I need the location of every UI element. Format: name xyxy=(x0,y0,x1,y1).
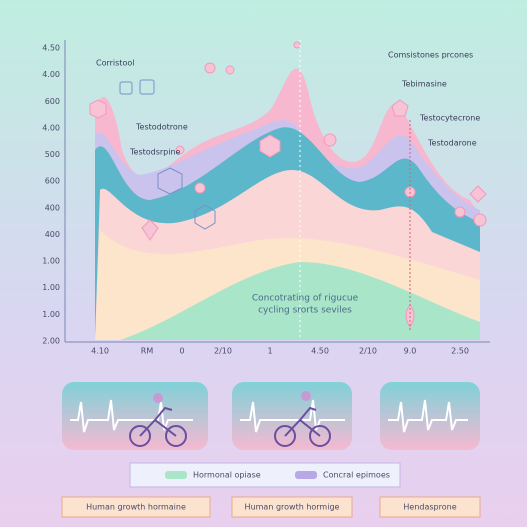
annotation: Testocytecrone xyxy=(419,114,480,123)
y-axis-label: 600 xyxy=(45,177,60,186)
annotation: Tebimasine xyxy=(401,80,447,89)
x-axis-label: 4.10 xyxy=(91,347,109,356)
legend-label: Concral epimoes xyxy=(323,471,390,480)
box-label: Human growth hormaine xyxy=(86,503,186,512)
x-axis-label: 2.50 xyxy=(451,347,469,356)
x-axis-label: 0 xyxy=(179,347,184,356)
annotation: Testodotrone xyxy=(135,123,188,132)
caption: Concotrating of rigucue xyxy=(252,294,359,304)
box-label: Hendasprone xyxy=(403,503,456,512)
y-axis-label: 4.00 xyxy=(42,123,60,132)
annotation: Comsistones prcones xyxy=(388,51,473,60)
y-axis-label: 400 xyxy=(45,203,60,212)
x-axis-label: 2/10 xyxy=(214,347,232,356)
y-axis-label: 4.00 xyxy=(42,70,60,79)
legend-label: Hormonal opiase xyxy=(193,471,261,480)
y-axis-label: 4.50 xyxy=(42,44,60,53)
y-axis-label: 2.00 xyxy=(42,337,60,346)
x-axis-label: 4.50 xyxy=(311,347,329,356)
x-axis-label: 9.0 xyxy=(404,347,417,356)
texts: Corristool Comsistones prcones Tebimasin… xyxy=(86,51,480,512)
x-axis-label: 1 xyxy=(267,347,272,356)
box-label: Human growth hormige xyxy=(245,503,340,512)
y-axis-label: 400 xyxy=(45,230,60,239)
y-axis-label: 500 xyxy=(45,150,60,159)
caption: cycling srorts seviles xyxy=(258,306,352,316)
y-axis-label: 1.00 xyxy=(42,283,60,292)
annotation: Testodarone xyxy=(427,139,477,148)
x-axis-label: RM xyxy=(141,347,154,356)
y-axis-label: 600 xyxy=(45,97,60,106)
y-axis-label: 1.00 xyxy=(42,310,60,319)
annotation: Corristool xyxy=(96,59,134,68)
x-axis-label: 2/10 xyxy=(359,347,377,356)
panels xyxy=(61,382,481,518)
y-axis-label: 1.00 xyxy=(42,257,60,266)
chart-art xyxy=(64,40,490,343)
annotation: Testodsrpine xyxy=(129,148,181,157)
